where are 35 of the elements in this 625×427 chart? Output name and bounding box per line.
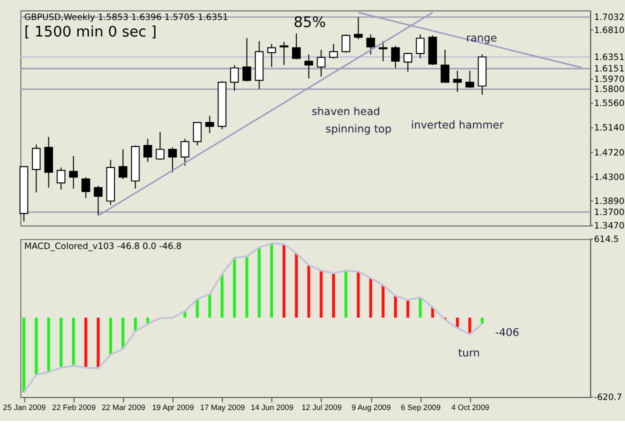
annotation: -406	[495, 326, 520, 339]
y-tick-label: 1.5970	[594, 75, 625, 86]
annotation: 85%	[294, 14, 326, 31]
chart-title: MACD_Colored_v103 -46.8 0.0 -46.8	[24, 242, 182, 252]
y-tick-label: 1.6810	[594, 26, 625, 36]
y-tick-label: 1.3890	[594, 196, 625, 207]
annotation: inverted hammer	[411, 118, 504, 132]
y-tick-label: 1.5140	[594, 124, 625, 134]
y-tick-label: 1.3470	[594, 221, 625, 232]
x-tick-label: 9 Aug 2009	[352, 403, 391, 412]
x-tick-label: 12 Jul 2009	[302, 403, 342, 412]
y-tick-label: 1.5560	[594, 99, 625, 110]
chart-title: GBPUSD,Weekly 1.5853 1.6396 1.5705 1.6351	[24, 13, 228, 24]
x-tick-label: 22 Feb 2009	[52, 403, 96, 412]
x-tick-label: 17 May 2009	[200, 403, 245, 412]
y-tick-label: 1.4300	[594, 172, 625, 183]
x-tick-label: 14 Jun 2009	[250, 403, 294, 412]
ref-line-label: 1.5800	[594, 85, 625, 96]
x-tick-label: 25 Jan 2009	[3, 403, 46, 412]
annotation: [ 1500 min 0 sec ]	[24, 24, 157, 41]
ref-line-label: 1.6151	[594, 64, 625, 75]
annotation: range	[466, 31, 498, 44]
y-tick-label: 614.5	[594, 234, 619, 245]
annotation: spinning top	[326, 122, 392, 136]
y-tick-label: 1.4720	[594, 148, 625, 158]
x-tick-label: 6 Sep 2009	[400, 403, 441, 412]
ref-line-label: 1.7032	[594, 12, 625, 23]
ref-line-label: 1.3700	[594, 208, 625, 218]
x-tick-label: 22 Mar 2009	[102, 403, 146, 412]
ref-line-label: 1.6351	[594, 52, 625, 63]
annotation: turn	[458, 346, 480, 360]
y-tick-label: -620.7	[594, 392, 622, 403]
x-tick-label: 4 Oct 2009	[451, 403, 490, 412]
annotation: shaven head	[312, 105, 380, 118]
x-tick-label: 19 Apr 2009	[152, 403, 194, 412]
